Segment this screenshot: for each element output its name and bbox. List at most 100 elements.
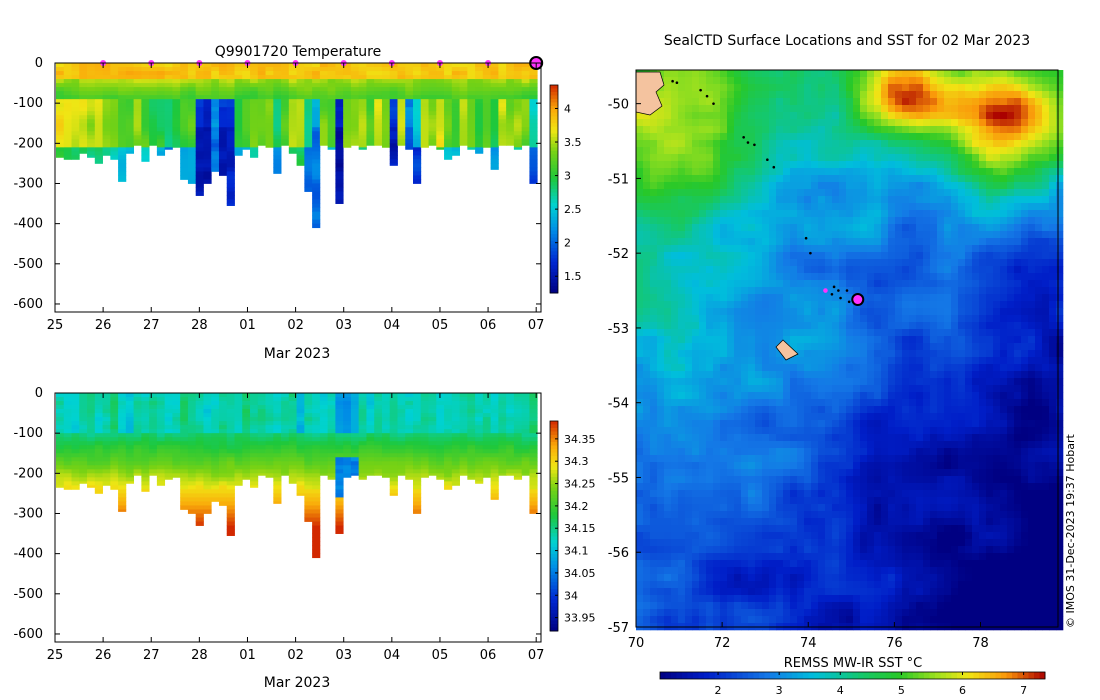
sst-cell bbox=[909, 224, 917, 232]
profile-cell bbox=[149, 401, 158, 406]
sst-cell bbox=[965, 231, 973, 239]
profile-cell bbox=[71, 465, 80, 470]
sst-cell bbox=[944, 168, 952, 176]
profile-cell bbox=[312, 107, 321, 112]
profile-cell bbox=[94, 91, 103, 96]
sst-cell bbox=[965, 112, 973, 120]
profile-cell bbox=[195, 131, 204, 136]
colorbar-swatch bbox=[550, 279, 558, 284]
profile-cell bbox=[288, 139, 297, 144]
salinity-heatmap bbox=[56, 393, 538, 559]
profile-cell bbox=[133, 421, 142, 426]
profile-cell bbox=[149, 425, 158, 430]
profile-cell bbox=[335, 513, 344, 518]
profile-cell bbox=[125, 453, 135, 458]
sst-cell bbox=[706, 84, 714, 92]
sst-cell bbox=[867, 98, 875, 106]
sst-cell bbox=[958, 196, 966, 204]
sst-cell bbox=[979, 154, 987, 162]
profile-cell bbox=[141, 119, 150, 124]
sst-cell bbox=[769, 98, 777, 106]
sst-cell bbox=[769, 175, 777, 183]
profile-cell bbox=[475, 119, 484, 124]
profile-cell bbox=[265, 393, 274, 398]
sst-cell bbox=[769, 147, 777, 155]
colorbar-swatch bbox=[550, 484, 558, 488]
profile-cell bbox=[428, 393, 437, 398]
sst-cell bbox=[706, 147, 714, 155]
profile-cell bbox=[250, 405, 259, 410]
sst-cell bbox=[951, 161, 959, 169]
profile-cell bbox=[187, 63, 197, 68]
profile-cell bbox=[312, 553, 321, 559]
profile-cell bbox=[451, 421, 460, 426]
profile-cell bbox=[203, 123, 212, 128]
profile-cell bbox=[358, 397, 367, 402]
sst-cell bbox=[958, 238, 966, 246]
profile-cell bbox=[79, 131, 88, 136]
profile-cell bbox=[226, 457, 235, 462]
profile-cell bbox=[273, 123, 282, 128]
profile-cell bbox=[288, 103, 297, 108]
sst-cell bbox=[727, 238, 735, 246]
sst-cell bbox=[895, 245, 903, 253]
sst-cell bbox=[937, 182, 945, 190]
profile-cell bbox=[366, 445, 375, 450]
sst-cell bbox=[713, 217, 721, 225]
profile-cell bbox=[381, 111, 391, 116]
profile-cell bbox=[304, 147, 313, 152]
profile-cell bbox=[211, 159, 220, 164]
sst-cell bbox=[657, 133, 665, 141]
colorbar-swatch bbox=[550, 610, 558, 614]
sst-cell bbox=[1056, 203, 1064, 211]
profile-cell bbox=[156, 401, 166, 406]
profile-cell bbox=[467, 147, 476, 150]
profile-cell bbox=[94, 393, 103, 398]
sst-cell bbox=[895, 168, 903, 176]
sst-cell bbox=[741, 238, 749, 246]
profile-cell bbox=[288, 393, 297, 398]
profile-cell bbox=[304, 421, 313, 426]
sst-cell bbox=[755, 259, 763, 267]
sst-cell bbox=[692, 210, 700, 218]
profile-cell bbox=[156, 123, 166, 128]
sst-cell bbox=[944, 112, 952, 120]
sst-cell bbox=[762, 105, 770, 113]
profile-cell bbox=[180, 477, 189, 482]
sst-cell bbox=[664, 119, 672, 127]
sst-cell bbox=[797, 217, 805, 225]
profile-cell bbox=[281, 401, 290, 406]
profile-cell bbox=[156, 461, 166, 466]
profile-cell bbox=[125, 135, 135, 140]
profile-cell bbox=[71, 75, 80, 80]
profile-cell bbox=[451, 87, 460, 92]
profile-cell bbox=[490, 437, 499, 442]
profile-cell bbox=[444, 453, 453, 458]
profile-cell bbox=[141, 151, 150, 156]
profile-cell bbox=[397, 393, 406, 398]
sst-cell bbox=[713, 70, 721, 78]
sst-cell bbox=[916, 126, 924, 134]
profile-cell bbox=[467, 401, 476, 406]
profile-cell bbox=[87, 421, 96, 426]
profile-cell bbox=[257, 127, 266, 132]
profile-cell bbox=[475, 99, 484, 104]
sst-cell bbox=[762, 217, 770, 225]
colorbar-swatch bbox=[550, 613, 558, 618]
profile-cell bbox=[125, 469, 135, 474]
profile-cell bbox=[451, 429, 460, 434]
profile-cell bbox=[79, 91, 88, 96]
sst-cell bbox=[720, 147, 728, 155]
profile-cell bbox=[374, 95, 383, 100]
profile-cell bbox=[172, 75, 181, 80]
sst-cell bbox=[1000, 147, 1008, 155]
profile-cell bbox=[149, 127, 158, 132]
sst-cell bbox=[951, 231, 959, 239]
colorbar-swatch bbox=[550, 241, 558, 245]
profile-cell bbox=[63, 469, 72, 474]
profile-cell bbox=[265, 417, 274, 422]
profile-cell bbox=[475, 405, 484, 410]
sst-cell bbox=[951, 154, 959, 162]
sst-cell bbox=[895, 161, 903, 169]
profile-cell bbox=[498, 441, 507, 446]
